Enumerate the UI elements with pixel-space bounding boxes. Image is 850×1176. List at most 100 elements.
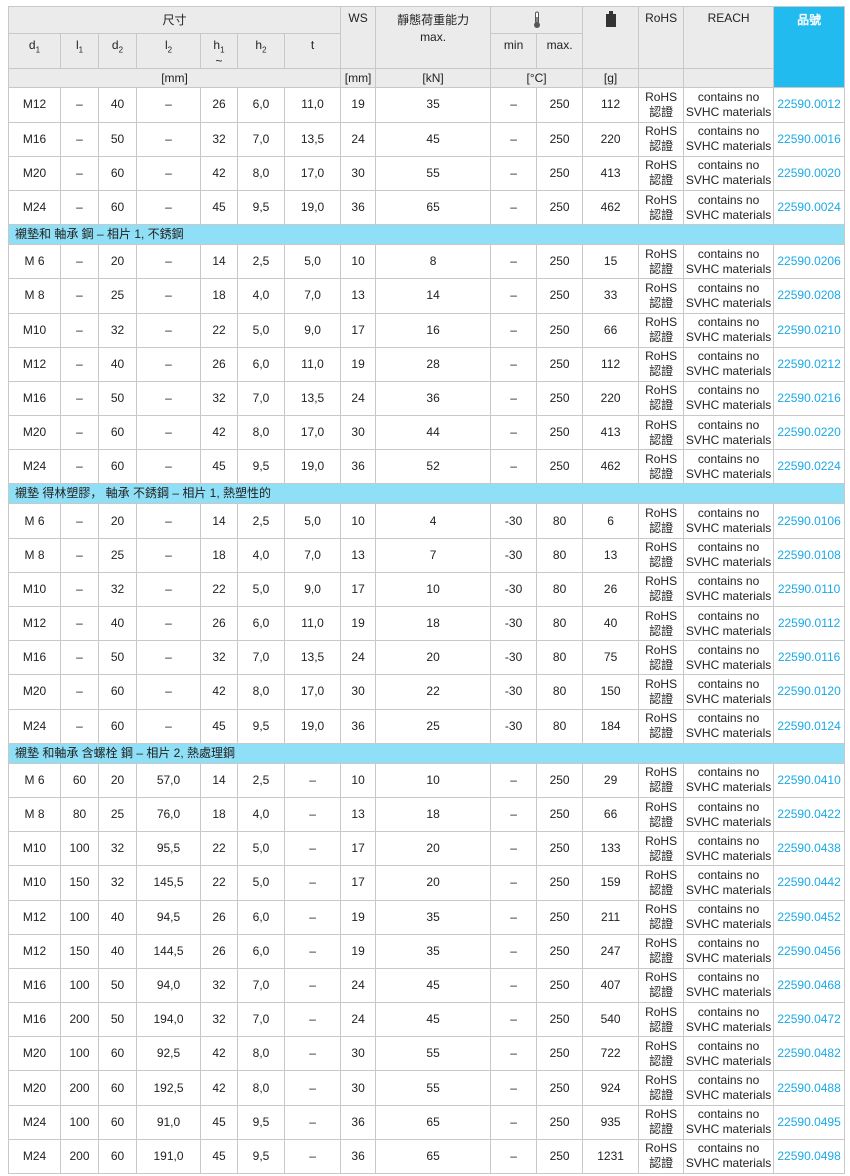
- cell: 24: [340, 967, 377, 1004]
- part-number-link[interactable]: 22590.0206: [773, 244, 846, 280]
- part-number-link[interactable]: 22590.0452: [773, 899, 846, 935]
- cell: 30: [340, 155, 377, 191]
- cell: –: [490, 312, 538, 348]
- cell: 94,5: [136, 899, 201, 935]
- part-number-link[interactable]: 22590.0468: [773, 967, 846, 1004]
- part-number-link[interactable]: 22590.0482: [773, 1036, 846, 1072]
- cell: 10: [340, 762, 377, 798]
- part-number-link[interactable]: 22590.0498: [773, 1138, 846, 1175]
- cell: 6,0: [237, 87, 285, 123]
- part-number-link[interactable]: 22590.0422: [773, 796, 846, 833]
- table-row: M 6–20–14 2,5 5,0 10 4 -30 80 6 RoHS 認證 contains n…: [8, 503, 846, 539]
- cell: 25: [98, 537, 137, 573]
- cell: 7,0: [237, 640, 285, 676]
- cell: –: [490, 1138, 538, 1175]
- table-row: M24–60–45 9,5 19,0 36 65–250 462 RoHS 認證 contain…: [8, 189, 846, 226]
- part-number-header: 品號: [773, 5, 846, 89]
- cell: 25: [98, 796, 137, 833]
- part-number-link[interactable]: 22590.0016: [773, 121, 846, 157]
- cell: –: [283, 865, 342, 901]
- cell: 8,0: [237, 1036, 285, 1072]
- cell: M 6: [8, 244, 61, 280]
- part-number-link[interactable]: 22590.0456: [773, 933, 846, 969]
- cell: M 8: [8, 796, 61, 833]
- reach-cell: contains no SVHC materials: [683, 189, 775, 226]
- part-number-link[interactable]: 22590.0112: [773, 606, 846, 642]
- part-number-link[interactable]: 22590.0108: [773, 537, 846, 573]
- cell: 26: [200, 899, 238, 935]
- part-number-link[interactable]: 22590.0224: [773, 449, 846, 485]
- part-number-link[interactable]: 22590.0438: [773, 831, 846, 867]
- cell: 250: [536, 762, 584, 798]
- part-number-link[interactable]: 22590.0210: [773, 312, 846, 348]
- part-number-link[interactable]: 22590.0442: [773, 865, 846, 901]
- cell: 26: [200, 606, 238, 642]
- cell: 100: [60, 967, 99, 1004]
- cell: 57,0: [136, 762, 201, 798]
- part-number-link[interactable]: 22590.0120: [773, 674, 846, 710]
- cell: 80: [536, 503, 584, 539]
- cell: 33: [582, 278, 640, 314]
- load-sub-label: max.: [420, 30, 447, 44]
- part-number-link[interactable]: 22590.0110: [773, 571, 846, 608]
- cell: –: [136, 449, 201, 485]
- cell: -30: [490, 708, 538, 744]
- col-header-t: t: [283, 33, 342, 70]
- rohs-cell: RoHS 認證: [638, 537, 685, 573]
- cell: 60: [98, 1070, 137, 1106]
- part-number-link[interactable]: 22590.0124: [773, 708, 846, 744]
- cell: 80: [536, 537, 584, 573]
- cell: 18: [200, 537, 238, 573]
- cell: 14: [200, 762, 238, 798]
- cell: 65: [375, 1104, 492, 1140]
- part-number-link[interactable]: 22590.0216: [773, 380, 846, 417]
- cell: 4,0: [237, 278, 285, 314]
- cell: M16: [8, 967, 61, 1004]
- cell: –: [490, 189, 538, 226]
- cell: 4,0: [237, 537, 285, 573]
- cell: 36: [340, 1104, 377, 1140]
- cell: 250: [536, 415, 584, 451]
- reach-cell: contains no SVHC materials: [683, 967, 775, 1004]
- part-number-link[interactable]: 22590.0020: [773, 155, 846, 191]
- cell: –: [136, 640, 201, 676]
- cell: M16: [8, 640, 61, 676]
- cell: –: [60, 312, 99, 348]
- part-number-link[interactable]: 22590.0106: [773, 503, 846, 539]
- cell: –: [136, 87, 201, 123]
- cell: 7,0: [283, 537, 342, 573]
- part-number-link[interactable]: 22590.0024: [773, 189, 846, 226]
- cell: –: [283, 762, 342, 798]
- table-row: M 8–25–18 4,0 7,0 13 14–250 33 RoHS 認證 contains …: [8, 278, 846, 314]
- cell: M 6: [8, 762, 61, 798]
- cell: 42: [200, 674, 238, 710]
- cell: 50: [98, 380, 137, 417]
- rohs-cell: RoHS 認證: [638, 1070, 685, 1106]
- cell: 14: [200, 244, 238, 280]
- cell: 55: [375, 155, 492, 191]
- cell: 13: [340, 796, 377, 833]
- rohs-cell: RoHS 認證: [638, 933, 685, 969]
- cell: 100: [60, 831, 99, 867]
- part-number-link[interactable]: 22590.0208: [773, 278, 846, 314]
- part-number-link[interactable]: 22590.0116: [773, 640, 846, 676]
- section-header: 襯墊 得林塑膠， 軸承 不銹鋼 – 相片 1, 熱塑性的: [7, 483, 846, 505]
- cell: 250: [536, 87, 584, 123]
- part-number-link[interactable]: 22590.0495: [773, 1104, 846, 1140]
- table-row: M20–60–42 8,0 17,0 30 55–250 413 RoHS 認證 contain…: [8, 155, 846, 191]
- table-row: M10 150 32 145,5 22 5,0–17 20–250 159 RoHS 認證 cont…: [8, 865, 846, 901]
- cell: 19: [340, 933, 377, 969]
- part-number-link[interactable]: 22590.0212: [773, 346, 846, 382]
- part-number-link[interactable]: 22590.0472: [773, 1002, 846, 1038]
- rohs-cell: RoHS 認證: [638, 155, 685, 191]
- cell: 13: [340, 278, 377, 314]
- part-number-link[interactable]: 22590.0410: [773, 762, 846, 798]
- part-number-link[interactable]: 22590.0488: [773, 1070, 846, 1106]
- cell: 9,5: [237, 189, 285, 226]
- cell: 19,0: [283, 449, 342, 485]
- part-number-link[interactable]: 22590.0220: [773, 415, 846, 451]
- cell: 2,5: [237, 503, 285, 539]
- part-number-link[interactable]: 22590.0012: [773, 87, 846, 123]
- rohs-cell: RoHS 認證: [638, 87, 685, 123]
- cell: –: [60, 571, 99, 608]
